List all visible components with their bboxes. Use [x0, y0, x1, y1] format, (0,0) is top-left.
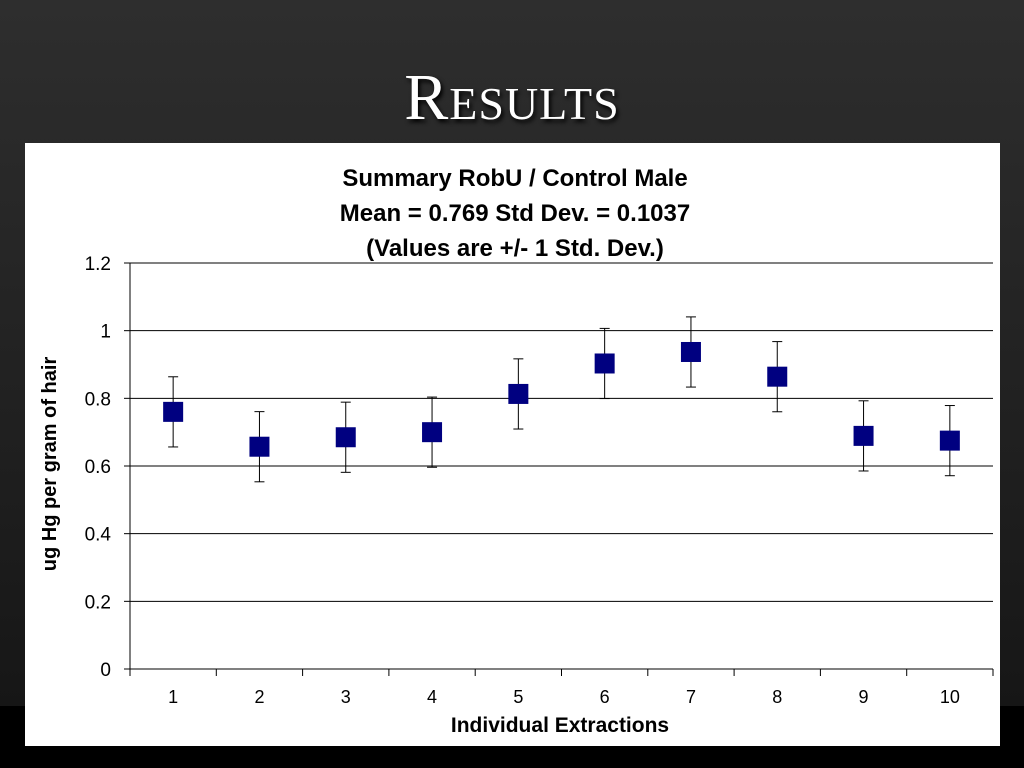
data-point — [939, 430, 960, 451]
x-tick-label: 5 — [513, 687, 523, 707]
x-tick-label: 4 — [427, 687, 437, 707]
y-tick-labels: 0 0.2 0.4 0.6 0.8 1 1.2 — [85, 254, 112, 681]
x-tick-label: 6 — [600, 687, 610, 707]
slide-title: Results — [404, 61, 620, 134]
error-bars — [168, 316, 955, 483]
y-tick-label: 1.2 — [85, 254, 111, 275]
y-tick-label: 0.8 — [85, 389, 111, 410]
chart-title-line: Mean = 0.769 Std Dev. = 0.1037 — [340, 200, 690, 227]
x-tick-label: 3 — [341, 687, 351, 707]
data-point — [767, 366, 788, 387]
x-tick-label: 7 — [686, 687, 696, 707]
data-points — [163, 341, 960, 457]
y-axis-label: ug Hg per gram of hair — [39, 357, 61, 572]
x-tick-label: 2 — [254, 687, 264, 707]
x-tick-labels: 1 2 3 4 5 6 7 8 9 10 — [168, 687, 960, 707]
data-point — [853, 425, 874, 446]
x-tick-label: 1 — [168, 687, 178, 707]
y-tick-label: 0.2 — [85, 592, 111, 613]
x-axis-label: Individual Extractions — [451, 714, 669, 737]
chart-title-line: (Values are +/- 1 Std. Dev.) — [366, 235, 664, 262]
gridlines — [124, 262, 993, 670]
x-tick-label: 9 — [859, 687, 869, 707]
chart-svg: Summary RobU / Control Male Mean = 0.769 … — [39, 165, 994, 737]
y-tick-label: 0 — [100, 660, 111, 681]
y-tick-label: 1 — [100, 322, 111, 343]
x-tick-label: 10 — [940, 687, 960, 707]
data-point — [680, 341, 701, 362]
data-point — [249, 436, 270, 457]
y-tick-label: 0.6 — [85, 457, 111, 478]
x-tick-label: 8 — [772, 687, 782, 707]
chart-title: Summary RobU / Control Male Mean = 0.769 … — [340, 165, 690, 262]
data-point — [422, 422, 443, 443]
chart-title-line: Summary RobU / Control Male — [342, 165, 687, 192]
axes — [129, 263, 994, 676]
data-point — [163, 401, 184, 422]
data-point — [508, 383, 529, 404]
data-point — [594, 353, 615, 374]
y-tick-label: 0.4 — [85, 525, 112, 546]
chart-panel: Summary RobU / Control Male Mean = 0.769 … — [25, 143, 1000, 746]
data-point — [335, 427, 356, 448]
